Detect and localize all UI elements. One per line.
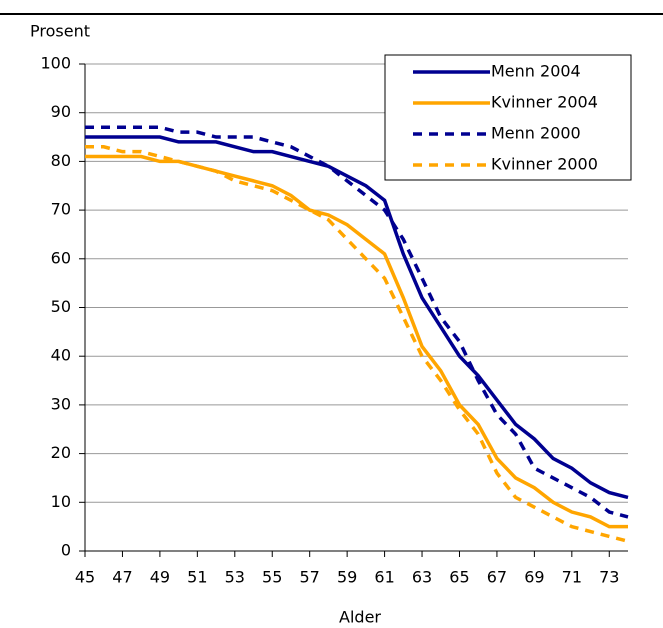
series-line: [85, 154, 628, 529]
x-tick-label: 51: [187, 568, 207, 587]
y-tick-label: 60: [51, 248, 71, 267]
y-tick-label: 30: [51, 394, 71, 413]
y-tick-label: 20: [51, 443, 71, 462]
x-tick-label: 49: [150, 568, 170, 587]
y-tick-label: 70: [51, 200, 71, 219]
x-tick-label: 63: [412, 568, 432, 587]
series-line: [85, 145, 629, 543]
x-tick-label: 47: [112, 568, 132, 587]
y-tick-label: 10: [51, 492, 71, 511]
legend-label: Menn 2004: [491, 62, 581, 81]
series-line: [85, 125, 629, 519]
legend-label: Kvinner 2000: [491, 155, 598, 174]
legend-label: Kvinner 2004: [491, 93, 598, 112]
x-tick-label: 69: [524, 568, 544, 587]
x-tick-label: 71: [562, 568, 582, 587]
y-tick-label: 50: [51, 297, 71, 316]
x-tick-label: 45: [75, 568, 95, 587]
y-tick-label: 100: [40, 54, 71, 73]
legend-label: Menn 2000: [491, 124, 581, 143]
y-tick-label: 90: [51, 102, 71, 121]
x-tick-label: 55: [262, 568, 282, 587]
y-axis-title: Prosent: [30, 22, 90, 41]
y-tick-label: 0: [61, 541, 71, 560]
series-line: [85, 135, 629, 500]
x-tick-label: 73: [599, 568, 619, 587]
x-tick-label: 57: [300, 568, 320, 587]
y-tick-label: 40: [51, 346, 71, 365]
y-tick-label: 80: [51, 151, 71, 170]
x-tick-label: 59: [337, 568, 357, 587]
legend-box: [384, 54, 632, 181]
x-axis-title: Alder: [339, 608, 381, 627]
x-tick-label: 67: [487, 568, 507, 587]
x-tick-label: 65: [449, 568, 469, 587]
x-tick-label: 53: [225, 568, 245, 587]
x-tick-label: 61: [374, 568, 394, 587]
